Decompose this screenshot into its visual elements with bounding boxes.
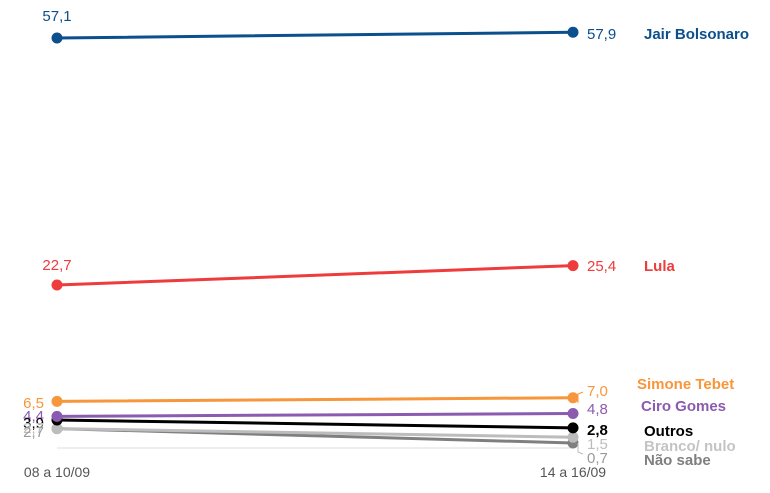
leader-line-simone-tebet xyxy=(577,391,584,403)
series-name-jair-bolsonaro: Jair Bolsonaro xyxy=(644,26,749,43)
value-label-end-lula: 25,4 xyxy=(587,258,616,275)
x-tick-label: 08 a 10/09 xyxy=(24,464,90,480)
series-name-simone-tebet: Simone Tebet xyxy=(637,376,734,393)
series-name-outros: Outros xyxy=(644,423,693,440)
data-point-ciro-gomes xyxy=(51,410,63,422)
data-point-simone-tebet xyxy=(51,395,63,407)
series-line-simone-tebet xyxy=(55,396,575,403)
value-label-end-outros: 2,8 xyxy=(587,422,608,439)
value-label-end-ciro-gomes: 4,8 xyxy=(587,401,608,418)
data-point-lula xyxy=(51,279,63,291)
series-name-lula: Lula xyxy=(644,258,675,275)
series-line-ciro-gomes xyxy=(55,412,575,418)
series-name-ciro-gomes: Ciro Gomes xyxy=(641,398,726,415)
series-points xyxy=(51,26,579,449)
data-point-lula xyxy=(567,260,579,272)
value-label-end-branco-nulo: 1,5 xyxy=(587,436,608,453)
value-label-end-simone-tebet: 7,0 xyxy=(587,383,608,400)
series-line-jair-bolsonaro xyxy=(55,30,575,40)
data-point-simone-tebet xyxy=(567,392,579,404)
value-label-start-jair-bolsonaro: 57,1 xyxy=(42,8,71,25)
value-label-start-nao-sabe: 2,7 xyxy=(23,424,44,441)
x-tick-labels: 08 a 10/09 14 a 16/09 xyxy=(24,464,606,480)
series-line-branco-nulo xyxy=(55,427,575,439)
series-name-nao-sabe: Não sabe xyxy=(644,452,711,469)
series-names: Jair Bolsonaro Lula Simone Tebet Ciro Gomes… xyxy=(637,26,749,469)
data-point-ciro-gomes xyxy=(567,408,579,420)
data-point-branco-nulo xyxy=(567,431,579,443)
series-name-branco-nulo: Branco/ nulo xyxy=(644,438,736,455)
value-label-end-nao-sabe: 0,7 xyxy=(587,450,608,467)
value-label-end-jair-bolsonaro: 57,9 xyxy=(587,26,616,43)
data-point-jair-bolsonaro xyxy=(51,32,63,44)
value-label-start-ciro-gomes: 4,4 xyxy=(23,408,44,425)
leader-line-branco-nulo xyxy=(577,443,584,455)
series-line-lula xyxy=(55,264,575,287)
data-point-jair-bolsonaro xyxy=(567,26,579,38)
value-label-start-outros: 3,9 xyxy=(23,415,44,432)
data-point-branco-nulo xyxy=(51,423,63,435)
value-labels: 57,1 57,9 22,7 25,4 6,5 7,0 4,4 4,8 3,9 2,8 2,7 1,5… xyxy=(23,8,616,467)
value-label-start-lula: 22,7 xyxy=(42,257,71,274)
series-line-outros xyxy=(55,418,575,430)
data-point-outros xyxy=(567,422,579,434)
series-lines xyxy=(55,30,575,445)
value-label-start-simone-tebet: 6,5 xyxy=(23,395,44,412)
x-tick-label: 14 a 16/09 xyxy=(540,464,606,480)
value-label-start-branco-nulo: 2,7 xyxy=(23,420,44,437)
